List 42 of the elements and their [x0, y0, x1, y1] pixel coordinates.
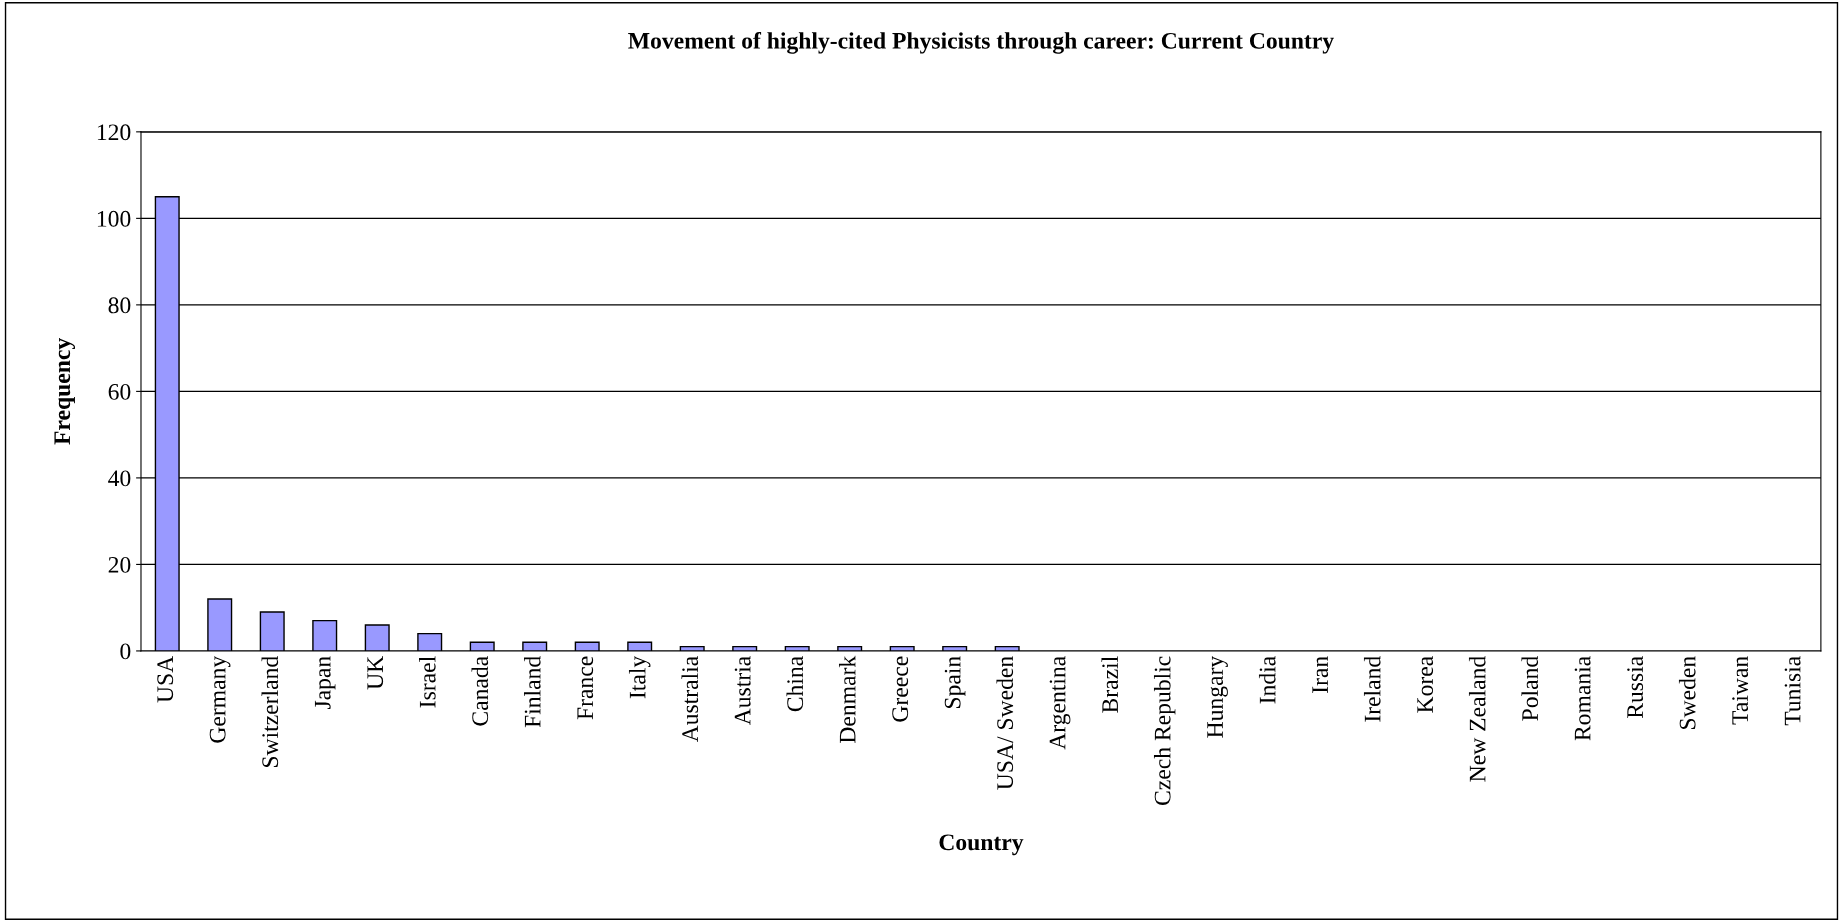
- y-tick-label: 120: [97, 124, 131, 141]
- x-tick-label: India: [1258, 656, 1276, 704]
- y-axis-title: Frequency: [54, 338, 76, 445]
- x-tick-label: Romania: [1574, 656, 1591, 741]
- x-tick-label: Italy: [628, 655, 651, 699]
- x-tick-label: Canada: [471, 656, 489, 726]
- x-tick-label: Switzerland: [261, 656, 279, 767]
- x-tick-label: Taiwan: [1732, 656, 1749, 725]
- x-tick-label: USA: [157, 655, 174, 703]
- x-tick-label: Spain: [944, 656, 966, 708]
- x-tick-label: Greece: [892, 656, 909, 722]
- x-tick-label: USA/ Sweden: [996, 656, 1014, 790]
- x-tick-label: Israel: [419, 656, 436, 708]
- x-tick-label: Korea: [1417, 656, 1434, 713]
- x-tick-label: Finland: [524, 656, 541, 728]
- x-tick-label: Iran: [1312, 656, 1329, 693]
- x-tick-label: Hungary: [1207, 655, 1228, 738]
- x-tick-label: Brazil: [1101, 656, 1119, 713]
- x-tick-label: Japan: [314, 656, 336, 710]
- x-tick-label: Argentina: [1049, 656, 1071, 750]
- x-tick-label: Poland: [1521, 656, 1539, 721]
- y-tick-label: 40: [108, 470, 131, 487]
- y-tick-label: 20: [108, 556, 131, 573]
- y-tick-label: 0: [120, 643, 131, 660]
- x-axis-title: Country: [939, 834, 1024, 856]
- x-tick-label: UK: [367, 656, 384, 690]
- x-tick-label: Czech Republic: [1153, 656, 1176, 805]
- y-tick-label: 80: [108, 297, 131, 314]
- x-tick-label: Australia: [681, 656, 699, 743]
- x-tick-label: Denmark: [838, 655, 856, 743]
- y-tick-label: 100: [97, 210, 131, 227]
- x-tick-label: China: [786, 656, 804, 712]
- x-tick-label: Ireland: [1363, 656, 1381, 722]
- x-tick-label: Germany: [209, 655, 231, 743]
- x-tick-label: Sweden: [1678, 656, 1696, 729]
- x-tick-label: Austria: [734, 656, 751, 726]
- x-tick-label: Tunisia: [1784, 656, 1801, 726]
- y-tick-label: 60: [108, 383, 131, 400]
- x-tick-label: France: [577, 656, 594, 720]
- chart-title: Movement of highly-cited Physicists through career: Current Country: [628, 31, 1334, 54]
- x-tick-label: New Zealand: [1468, 656, 1486, 782]
- x-tick-label: Russia: [1627, 656, 1644, 719]
